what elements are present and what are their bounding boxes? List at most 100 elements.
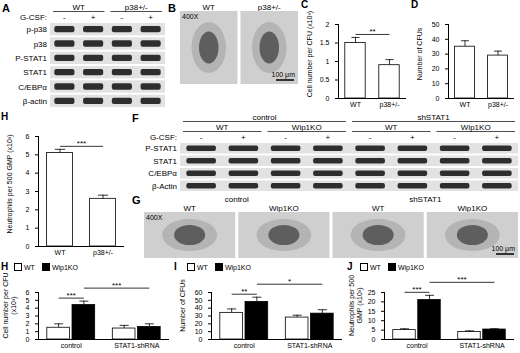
svg-text:shSTAT1: shSTAT1 — [417, 113, 450, 122]
svg-text:3: 3 — [26, 188, 30, 195]
svg-text:***: *** — [67, 291, 76, 300]
svg-text:STAT1-shRNA: STAT1-shRNA — [114, 342, 160, 349]
svg-text:G: G — [132, 194, 141, 206]
svg-text:5: 5 — [372, 326, 376, 333]
svg-text:control: control — [252, 113, 276, 122]
svg-text:*: * — [288, 277, 291, 286]
svg-text:shSTAT1: shSTAT1 — [409, 195, 442, 204]
svg-text:p38+/-: p38+/- — [125, 3, 148, 12]
svg-text:***: *** — [112, 281, 121, 290]
svg-text:WT: WT — [183, 204, 196, 213]
svg-text:+: + — [326, 133, 331, 142]
svg-text:3: 3 — [26, 312, 30, 319]
svg-text:400X: 400X — [146, 214, 163, 221]
svg-text:4: 4 — [26, 169, 30, 176]
svg-text:STAT1: STAT1 — [23, 68, 47, 77]
svg-text:0: 0 — [436, 95, 440, 102]
svg-text:-: - — [284, 133, 287, 142]
svg-text:control: control — [61, 342, 82, 349]
svg-text:+: + — [91, 13, 96, 22]
svg-text:40: 40 — [432, 36, 440, 43]
svg-text:+: + — [148, 13, 153, 22]
svg-text:6: 6 — [26, 289, 30, 296]
svg-text:50: 50 — [432, 21, 440, 28]
svg-text:-: - — [369, 133, 372, 142]
svg-text:P-STAT1: P-STAT1 — [15, 54, 47, 63]
svg-text:20: 20 — [368, 298, 376, 305]
svg-text:WT: WT — [203, 3, 216, 12]
svg-text:4: 4 — [26, 304, 30, 311]
svg-text:0: 0 — [26, 336, 30, 343]
svg-text:WT: WT — [372, 204, 385, 213]
svg-text:p38+/-: p38+/- — [93, 249, 114, 257]
svg-text:WT: WT — [216, 123, 229, 132]
svg-text:60: 60 — [195, 289, 203, 296]
svg-text:30: 30 — [195, 312, 203, 319]
svg-text:WT: WT — [385, 123, 398, 132]
svg-text:***: *** — [457, 275, 466, 284]
svg-text:p-p38: p-p38 — [27, 25, 48, 34]
svg-text:WT: WT — [55, 249, 67, 256]
svg-text:0: 0 — [372, 336, 376, 343]
svg-text:WT: WT — [350, 101, 362, 108]
svg-text:P-STAT1: P-STAT1 — [145, 144, 177, 153]
svg-text:WT: WT — [73, 3, 86, 12]
svg-text:20: 20 — [195, 320, 203, 327]
svg-text:WT: WT — [460, 101, 472, 108]
svg-text:**: ** — [369, 27, 375, 36]
svg-text:p38: p38 — [34, 40, 48, 49]
svg-text:+: + — [495, 133, 500, 142]
svg-text:C/EBPα: C/EBPα — [18, 83, 47, 92]
svg-text:p38+/-: p38+/- — [379, 101, 400, 109]
svg-text:control: control — [406, 342, 427, 349]
svg-text:STAT1-shRNA: STAT1-shRNA — [459, 342, 505, 349]
svg-text:20: 20 — [432, 65, 440, 72]
svg-text:***: *** — [412, 285, 421, 294]
svg-text:***: *** — [77, 139, 86, 148]
svg-text:F: F — [132, 112, 139, 124]
svg-text:0: 0 — [326, 95, 330, 102]
svg-text:control: control — [225, 195, 249, 204]
svg-text:15: 15 — [368, 308, 376, 315]
svg-text:10: 10 — [432, 80, 440, 87]
svg-text:STAT1: STAT1 — [153, 157, 177, 166]
svg-text:0: 0 — [199, 336, 203, 343]
svg-text:+: + — [241, 133, 246, 142]
svg-text:1: 1 — [26, 224, 30, 231]
svg-text:1.5: 1.5 — [320, 39, 330, 46]
svg-text:5: 5 — [26, 297, 30, 304]
svg-text:p38+/-: p38+/- — [258, 3, 281, 12]
svg-text:Wip1KO: Wip1KO — [461, 123, 491, 132]
svg-text:40: 40 — [195, 304, 203, 311]
svg-text:2: 2 — [26, 320, 30, 327]
svg-text:+: + — [410, 133, 415, 142]
svg-text:0.5: 0.5 — [320, 76, 330, 83]
svg-text:B: B — [168, 2, 176, 14]
svg-text:-: - — [121, 13, 124, 22]
svg-text:1: 1 — [326, 58, 330, 65]
svg-text:5: 5 — [26, 151, 30, 158]
svg-text:A: A — [2, 2, 10, 14]
svg-text:Wip1KO: Wip1KO — [292, 123, 322, 132]
svg-text:β-Actin: β-Actin — [152, 182, 177, 191]
svg-text:30: 30 — [432, 50, 440, 57]
svg-text:50: 50 — [195, 297, 203, 304]
svg-text:-: - — [63, 13, 66, 22]
svg-text:0: 0 — [26, 243, 30, 250]
svg-text:10: 10 — [195, 328, 203, 335]
svg-text:2: 2 — [26, 206, 30, 213]
svg-text:2: 2 — [326, 21, 330, 28]
svg-text:G-CSF:: G-CSF: — [150, 133, 177, 142]
svg-text:-: - — [200, 133, 203, 142]
svg-text:6: 6 — [26, 133, 30, 140]
svg-text:400X: 400X — [182, 13, 199, 20]
svg-text:C/EBPα: C/EBPα — [148, 169, 177, 178]
svg-text:100 μm: 100 μm — [272, 71, 296, 79]
svg-text:1: 1 — [26, 328, 30, 335]
svg-text:10: 10 — [368, 317, 376, 324]
svg-text:Wip1KO: Wip1KO — [457, 204, 487, 213]
svg-text:STAT1-shRNA: STAT1-shRNA — [287, 342, 333, 349]
svg-text:**: ** — [241, 287, 247, 296]
svg-text:control: control — [234, 342, 255, 349]
svg-text:Wip1KO: Wip1KO — [269, 204, 299, 213]
